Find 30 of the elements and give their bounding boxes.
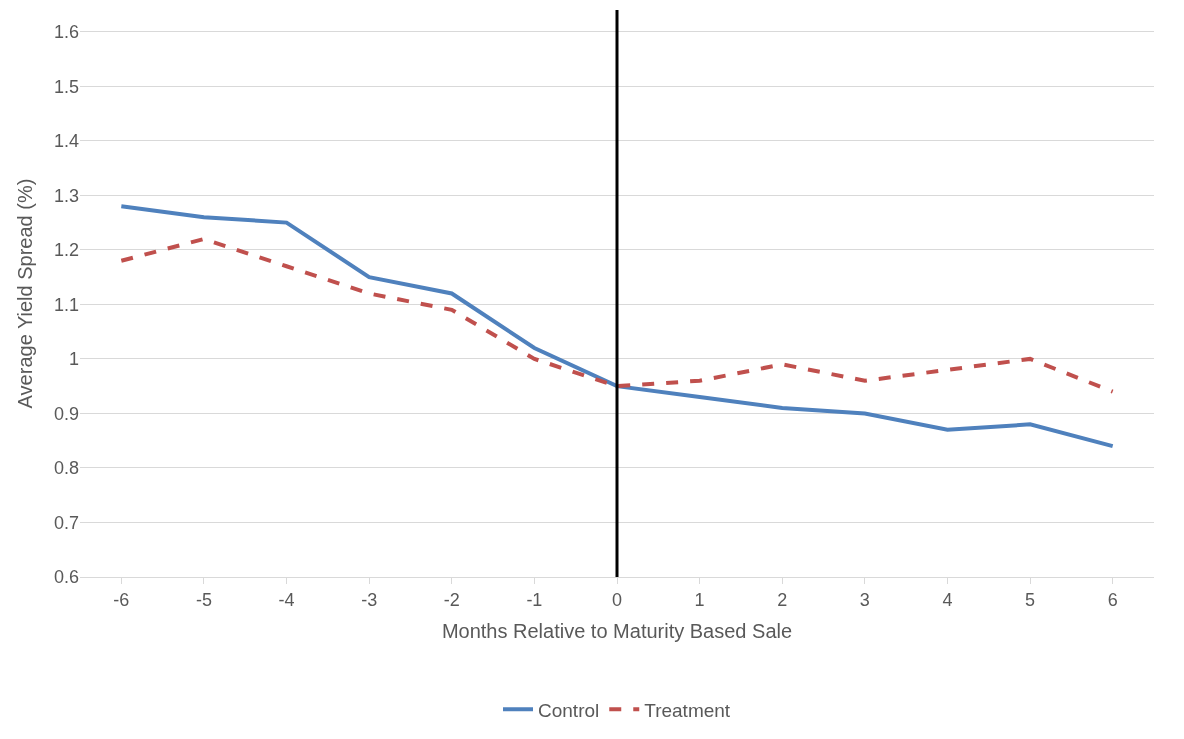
x-tick-label: 2 bbox=[777, 589, 788, 610]
x-tick-label: -2 bbox=[443, 589, 460, 610]
y-tick-label: 1.6 bbox=[53, 22, 79, 43]
y-tick-label: 1.2 bbox=[53, 240, 79, 261]
x-tick-label: -1 bbox=[526, 589, 543, 610]
y-tick-label: 0.9 bbox=[53, 403, 79, 424]
x-tick-label: 4 bbox=[942, 589, 953, 610]
line-series bbox=[119, 204, 1115, 449]
legend-label: Treatment bbox=[644, 699, 731, 721]
x-tick-label: 5 bbox=[1025, 589, 1036, 610]
x-tick-label: 3 bbox=[859, 589, 870, 610]
y-tick-label: 1.1 bbox=[53, 294, 79, 315]
x-tick-label: -4 bbox=[278, 589, 295, 610]
y-tick-label: 1 bbox=[68, 349, 79, 370]
x-tick-label: -3 bbox=[361, 589, 378, 610]
y-tick-label: 1.5 bbox=[53, 76, 79, 97]
x-tick-label: -6 bbox=[113, 589, 130, 610]
legend-label: Control bbox=[538, 699, 600, 721]
y-tick-label: 0.8 bbox=[53, 458, 79, 479]
x-axis-title: Months Relative to Maturity Based Sale bbox=[441, 620, 793, 643]
x-tick-label: 6 bbox=[1107, 589, 1118, 610]
x-tick-label: 0 bbox=[611, 589, 623, 610]
y-tick-label: 0.7 bbox=[53, 512, 79, 533]
y-tick-label: 0.6 bbox=[53, 567, 79, 588]
x-tick-label: -5 bbox=[195, 589, 212, 610]
x-tick-label: 1 bbox=[694, 589, 705, 610]
line-series bbox=[119, 236, 1115, 394]
y-axis-title: Average Yield Spread (%) bbox=[14, 178, 37, 409]
y-tick-label: 1.4 bbox=[53, 131, 79, 152]
y-tick-label: 1.3 bbox=[53, 185, 79, 206]
